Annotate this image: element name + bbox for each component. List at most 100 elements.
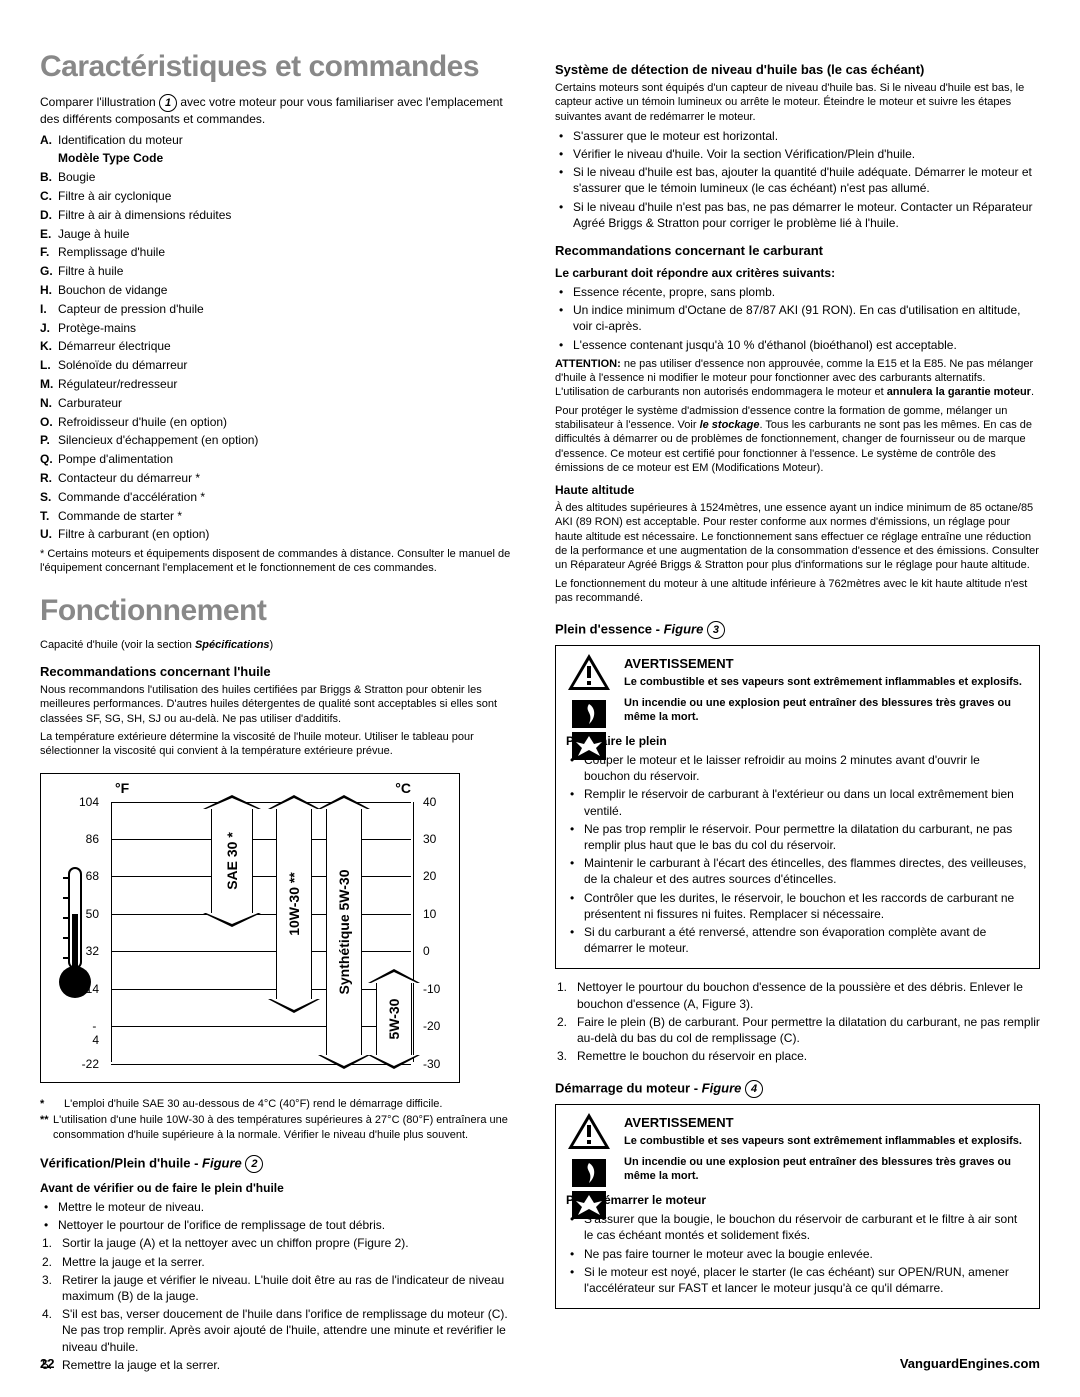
component-item: I.Capteur de pression d'huile [40,301,525,318]
plein-heading: Plein d'essence - Figure 3 [555,621,1040,639]
warning-line1: Le combustible et ses vapeurs sont extrê… [624,675,1029,689]
list-item: Contrôler que les durites, le réservoir,… [566,890,1029,922]
page-number: 22 [40,1356,54,1371]
verif-heading: Vérification/Plein d'huile - Figure 2 [40,1155,525,1173]
component-item: E.Jauge à huile [40,226,525,243]
list-item: 3.Remettre le bouchon du réservoir en pl… [555,1048,1040,1064]
dem-heading: Démarrage du moteur - Figure 4 [555,1080,1040,1098]
component-item: Q.Pompe d'alimentation [40,451,525,468]
capacity-note: Capacité d'huile (voir la section Spécif… [40,638,525,652]
carb-p2: Pour protéger le système d'admission d'e… [555,404,1040,475]
carb-bullets: Essence récente, propre, sans plomb. Un i… [555,284,1040,353]
list-item: Si le moteur est noyé, placer le starter… [566,1264,1029,1296]
plein-sub: Pour faire le plein [566,734,1029,748]
component-item: S.Commande d'accélération * [40,489,525,506]
list-item: Remplir le réservoir de carburant à l'ex… [566,786,1029,818]
component-item: U.Filtre à carburant (en option) [40,526,525,543]
verif-subheading: Avant de vérifier ou de faire le plein d… [40,1181,525,1195]
chart-c-label: °C [395,780,411,796]
component-item: N.Carburateur [40,395,525,412]
plein-bullets: Couper le moteur et le laisser refroidir… [566,752,1029,956]
component-item: L.Solénoïde du démarreur [40,357,525,374]
warning-triangle-icon [566,652,612,695]
warning-line1: Le combustible et ses vapeurs sont extrê… [624,1134,1029,1148]
warning-title: AVERTISSEMENT [624,656,1029,671]
chart-f-label: °F [115,780,129,796]
carb-heading: Recommandations concernant le carburant [555,243,1040,258]
list-item: Un indice minimum d'Octane de 87/87 AKI … [555,302,1040,334]
component-item: Modèle Type Code [40,150,525,167]
figure-ref-4: 4 [745,1080,763,1098]
list-item: S'assurer que la bougie, le bouchon du r… [566,1211,1029,1243]
warning-box-2: AVERTISSEMENT Le combustible et ses vape… [555,1104,1040,1309]
list-item: Ne pas faire tourner le moteur avec la b… [566,1246,1029,1262]
figure-ref-3: 3 [707,621,725,639]
altitude-p1: À des altitudes supérieures à 1524mètres… [555,501,1040,572]
component-item: M.Régulateur/redresseur [40,376,525,393]
sys-paragraph: Certains moteurs sont équipés d'un capte… [555,81,1040,124]
list-item: 2.Faire le plein (B) de carburant. Pour … [555,1014,1040,1046]
oil-reco-heading: Recommandations concernant l'huile [40,664,525,679]
heading-features: Caractéristiques et commandes [40,50,525,84]
list-item: Couper le moteur et le laisser refroidir… [566,752,1029,784]
dem-sub: Pour démarrer le moteur [566,1193,1029,1207]
list-item: Si le niveau d'huile est bas, ajouter la… [555,164,1040,196]
heading-operation: Fonctionnement [40,594,525,628]
list-item: 1.Sortir la jauge (A) et la nettoyer ave… [40,1235,525,1251]
warning-title: AVERTISSEMENT [624,1115,1029,1130]
component-item: A.Identification du moteur [40,132,525,149]
intro-text: Comparer l'illustration 1 avec votre mot… [40,94,525,128]
sys-heading: Système de détection de niveau d'huile b… [555,62,1040,77]
figure-ref-1: 1 [159,94,177,112]
component-item: P.Silencieux d'échappement (en option) [40,432,525,449]
list-item: Essence récente, propre, sans plomb. [555,284,1040,300]
warning-line2: Un incendie ou une explosion peut entraî… [624,1155,1029,1184]
site-url: VanguardEngines.com [900,1356,1040,1371]
component-item: R.Contacteur du démarreur * [40,470,525,487]
list-item: Si le niveau d'huile n'est pas bas, ne p… [555,199,1040,231]
component-list: A.Identification du moteurModèle Type Co… [40,132,525,544]
sys-bullets: S'assurer que le moteur est horizontal. V… [555,128,1040,231]
component-item: G.Filtre à huile [40,263,525,280]
list-item: 4.S'il est bas, verser doucement de l'hu… [40,1306,525,1355]
page-footer: 22 VanguardEngines.com [40,1356,1040,1371]
warning-box-1: AVERTISSEMENT Le combustible et ses vape… [555,645,1040,969]
list-item: 2.Mettre la jauge et la serrer. [40,1254,525,1270]
warning-line2: Un incendie ou une explosion peut entraî… [624,696,1029,725]
oil-reco-p1: Nous recommandons l'utilisation des huil… [40,683,525,726]
component-item: K.Démarreur électrique [40,338,525,355]
verif-bullets: Mettre le moteur de niveau. Nettoyer le p… [40,1199,525,1233]
thermometer-icon [55,864,95,1007]
altitude-p2: Le fonctionnement du moteur à une altitu… [555,577,1040,606]
list-item: Si du carburant a été renversé, attendre… [566,924,1029,956]
carb-attention: ATTENTION: ne pas utiliser d'essence non… [555,357,1040,400]
left-column: Caractéristiques et commandes Comparer l… [40,50,525,1375]
component-item: D.Filtre à air à dimensions réduites [40,207,525,224]
component-item: C.Filtre à air cyclonique [40,188,525,205]
list-item: Ne pas trop remplir le réservoir. Pour p… [566,821,1029,853]
figure-ref-2: 2 [245,1155,263,1173]
warning-triangle-icon [566,1111,612,1154]
component-item: J.Protège-mains [40,320,525,337]
component-item: B.Bougie [40,169,525,186]
footnote-star: * Certains moteurs et équipements dispos… [40,547,525,576]
carb-subheading: Le carburant doit répondre aux critères … [555,266,1040,280]
oil-reco-p2: La température extérieure détermine la v… [40,730,525,759]
list-item: Mettre le moteur de niveau. [40,1199,525,1215]
list-item: Maintenir le carburant à l'écart des éti… [566,855,1029,887]
component-item: T.Commande de starter * [40,508,525,525]
list-item: 3.Retirer la jauge et vérifier le niveau… [40,1272,525,1304]
component-item: F.Remplissage d'huile [40,244,525,261]
list-item: L'essence contenant jusqu'à 10 % d'éthan… [555,337,1040,353]
list-item: S'assurer que le moteur est horizontal. [555,128,1040,144]
oil-viscosity-chart: °F °C 1044086306820501032014-10- 4-20-22… [40,773,460,1083]
component-item: H.Bouchon de vidange [40,282,525,299]
chart-footnotes: *L'emploi d'huile SAE 30 au-dessous de 4… [40,1097,525,1144]
verif-steps: 1.Sortir la jauge (A) et la nettoyer ave… [40,1235,525,1373]
altitude-heading: Haute altitude [555,483,1040,497]
component-item: O.Refroidisseur d'huile (en option) [40,414,525,431]
list-item: Nettoyer le pourtour de l'orifice de rem… [40,1217,525,1233]
list-item: 1.Nettoyer le pourtour du bouchon d'esse… [555,979,1040,1011]
right-column: Système de détection de niveau d'huile b… [555,50,1040,1375]
list-item: Vérifier le niveau d'huile. Voir la sect… [555,146,1040,162]
